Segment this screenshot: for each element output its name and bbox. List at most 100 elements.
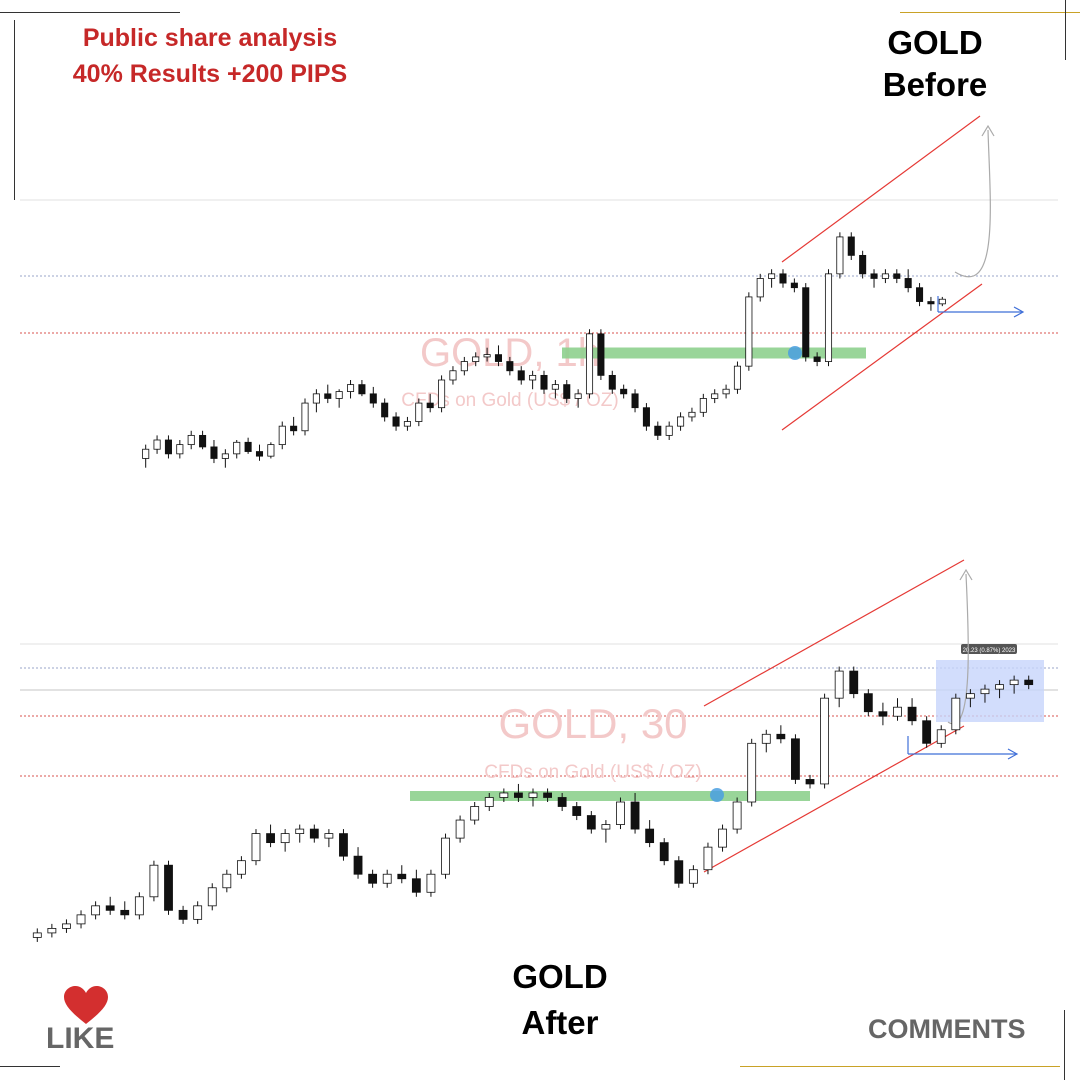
before-candle-body [620, 388, 628, 395]
before-candle-body [631, 393, 639, 409]
after-candle-body [309, 828, 319, 839]
after-candle-body [251, 833, 261, 862]
after-candle-body [776, 733, 786, 740]
before-candle-body [369, 393, 377, 404]
before-candle-body [301, 402, 309, 432]
after-candle-body [907, 706, 917, 722]
after-candle-body [397, 873, 407, 880]
after-candle-body [718, 828, 727, 848]
after-candle-body [849, 670, 859, 695]
after-candle-body [368, 873, 378, 884]
before-candle-body [722, 388, 730, 395]
after-candle-body [1009, 679, 1019, 686]
after-candle-body [936, 729, 946, 744]
after-candle-body [324, 833, 334, 839]
after-candle-body [105, 905, 115, 911]
after-candle-body [339, 833, 348, 857]
before-candle-body [881, 273, 889, 279]
after-candle-body [688, 869, 698, 884]
after-candle-body [193, 905, 203, 920]
before-projection-arrowhead [981, 124, 995, 137]
after-candle-body [426, 873, 436, 893]
after-candle-body [805, 779, 815, 785]
before-candle-body [790, 282, 798, 289]
after-target-arrowhead [1007, 748, 1019, 760]
before-candle-body [916, 287, 924, 302]
after-candle-body [965, 693, 975, 699]
after-candle-body [411, 878, 421, 893]
after-result-tag-bg [961, 644, 1017, 654]
heart-icon[interactable] [64, 986, 108, 1026]
like-button-label[interactable]: LIKE [46, 1022, 115, 1055]
before-candle-body [847, 236, 855, 256]
frame-top-left-line [0, 12, 180, 13]
before-candle-body [324, 393, 332, 399]
before-candle-body [255, 451, 264, 457]
after-candle-body [1024, 679, 1034, 686]
after-candle-body [761, 733, 771, 744]
after-title-symbol: GOLD [512, 958, 608, 995]
before-candle-body [506, 361, 514, 372]
after-candle-body [528, 792, 538, 798]
before-candle-body [836, 236, 844, 275]
after-candle-body [645, 828, 655, 844]
before-candle-body [290, 425, 298, 432]
before-candle-body [642, 407, 650, 427]
before-candle-body [267, 444, 275, 457]
after-candle-body [353, 855, 363, 875]
after-candle-body [62, 923, 71, 929]
before-candle-body [221, 453, 229, 459]
comments-button-label[interactable]: COMMENTS [868, 1014, 1026, 1044]
before-candle-body [517, 370, 525, 381]
after-candle-body [557, 797, 567, 807]
before-candle-body [574, 393, 582, 399]
before-candle-body [608, 374, 616, 390]
after-candle-body [834, 670, 844, 699]
after-candle-body [878, 711, 888, 717]
after-candle-body [266, 833, 275, 844]
after-candle-body [91, 905, 101, 916]
before-candle-body [176, 444, 184, 455]
after-candle-body [484, 797, 494, 807]
after-candle-body [207, 887, 217, 907]
after-candle-body [893, 706, 902, 717]
before-candle-body [415, 402, 423, 422]
after-candle-body [295, 828, 305, 835]
after-candle-body [120, 909, 130, 916]
after-candle-body [164, 864, 173, 911]
after-candle-body [820, 697, 830, 785]
before-candle-body [199, 434, 207, 448]
before-candle-body [472, 356, 480, 362]
before-channel-upper [781, 115, 981, 263]
after-watermark-subtitle: CFDs on Gold (US$ / OZ) [484, 762, 702, 783]
after-breakout-marker [710, 788, 724, 802]
frame-bottom-gold-line [740, 1066, 1060, 1067]
before-candle-body [312, 393, 320, 404]
before-candle-body [494, 354, 503, 362]
after-candle-body [732, 801, 742, 830]
after-channel-lower [703, 725, 965, 873]
after-candle-body [499, 792, 509, 798]
before-projection-arrow [954, 129, 991, 278]
after-candle-body [149, 864, 159, 898]
after-candle-body [514, 792, 523, 798]
after-channel-upper [703, 559, 965, 707]
after-candle-body [703, 846, 713, 871]
before-candle-body [551, 384, 559, 390]
before-candle-body [768, 273, 776, 279]
before-candle-body [381, 402, 389, 418]
before-candle-body [278, 425, 286, 446]
after-candle-body [382, 873, 392, 884]
after-candle-body [980, 688, 990, 695]
before-candle-body [438, 379, 446, 409]
before-candle-body [688, 411, 696, 418]
before-candle-body [540, 374, 548, 390]
before-candle-body [403, 421, 411, 427]
frame-right-line [1065, 0, 1066, 60]
after-candle-body [222, 873, 232, 889]
after-title-label: After [521, 1004, 599, 1041]
after-candle-body [178, 909, 188, 920]
after-candle-body [747, 742, 757, 803]
before-breakout-marker [788, 346, 802, 360]
before-candle-body [745, 296, 753, 367]
